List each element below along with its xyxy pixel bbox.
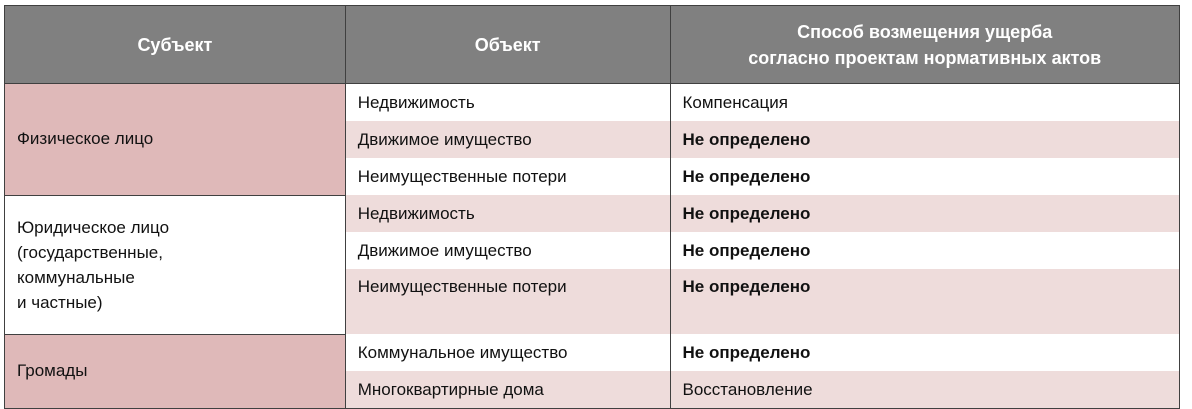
header-object: Объект: [344, 5, 671, 84]
object-cell: Движимое имущество: [344, 121, 671, 158]
table-row: Физическое лицо Недвижимость Компенсация: [4, 83, 1180, 196]
subject-line: и частные): [17, 292, 103, 312]
subject-cell: Физическое лицо: [4, 83, 346, 196]
method-cell: Не определено: [669, 195, 1180, 232]
method-cell: Не определено: [669, 158, 1180, 195]
object-cell: Неимущественные потери: [344, 158, 671, 195]
table-row: Многоквартирные дома Восстановление: [5, 371, 1180, 409]
header-method-line1: Способ возмещения ущерба: [797, 21, 1053, 42]
table-row: Неимущественные потери Не определено: [5, 269, 1180, 334]
method-cell: Не определено: [669, 121, 1180, 158]
object-cell: Движимое имущество: [344, 232, 671, 269]
method-cell: Не определено: [669, 334, 1180, 371]
object-cell: Недвижимость: [344, 195, 671, 232]
header-subject: Субъект: [4, 5, 346, 84]
header-method: Способ возмещения ущерба согласно проект…: [669, 5, 1180, 84]
method-cell: Компенсация: [669, 83, 1180, 121]
method-cell: Не определено: [669, 269, 1180, 334]
header-method-line2: согласно проектам нормативных актов: [748, 47, 1102, 68]
table-row: Движимое имущество Не определено: [5, 121, 1180, 158]
method-cell: Восстановление: [669, 371, 1180, 409]
object-cell: Коммунальное имущество: [344, 334, 671, 371]
table-row: Неимущественные потери Не определено: [5, 158, 1180, 195]
table-row: Юридическое лицо (государственные, комму…: [4, 195, 1180, 335]
subject-line: коммунальные: [17, 267, 135, 287]
object-cell: Неимущественные потери: [344, 269, 671, 334]
subject-line: Юридическое лицо: [17, 217, 170, 237]
header-row: Субъект Объект Способ возмещения ущерба …: [4, 5, 1180, 84]
subject-line: (государственные,: [17, 242, 163, 262]
subject-cell: Громады: [4, 334, 346, 409]
subject-cell: Юридическое лицо (государственные, комму…: [4, 195, 346, 335]
object-cell: Многоквартирные дома: [344, 371, 671, 409]
object-cell: Недвижимость: [344, 83, 671, 121]
method-cell: Не определено: [669, 232, 1180, 269]
table-row: Движимое имущество Не определено: [5, 232, 1180, 269]
damage-compensation-table: Субъект Объект Способ возмещения ущерба …: [4, 5, 1180, 409]
table-row: Громады Коммунальное имущество Не опреде…: [4, 334, 1180, 409]
